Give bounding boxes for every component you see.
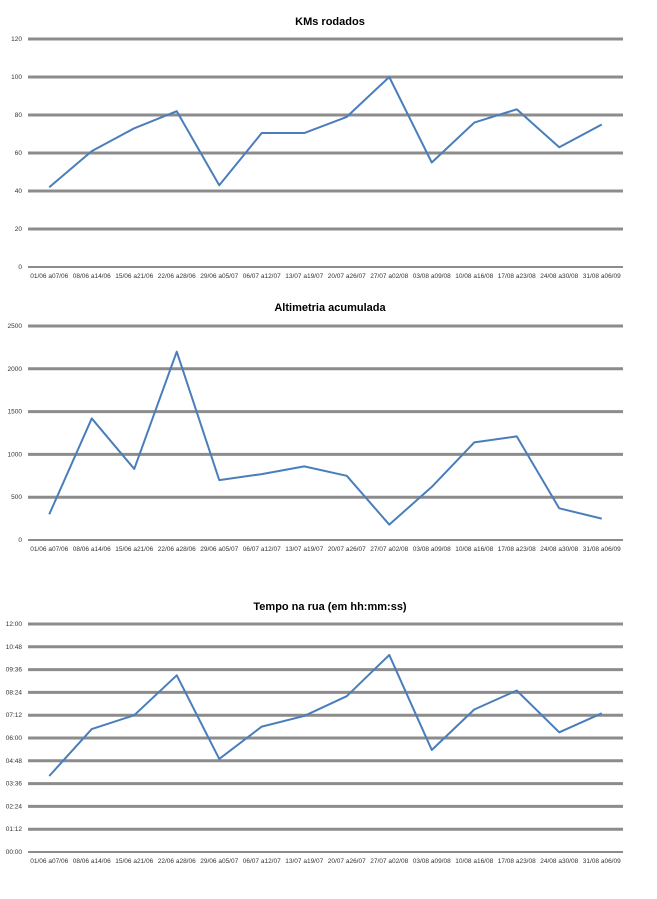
x-tick-label: 20/07 a26/07	[328, 546, 366, 553]
y-tick-label: 120	[11, 36, 22, 43]
x-tick-label: 10/08 a16/08	[455, 546, 493, 553]
y-tick-label: 09:36	[6, 667, 23, 674]
x-tick-label: 29/06 a05/07	[200, 858, 238, 865]
chart-0: KMs rodados 0 20 40 60 80 100 120 01/06 a07/06 08…	[11, 16, 623, 280]
x-tick-label: 08/06 a14/06	[73, 546, 111, 553]
series-line	[48, 76, 603, 188]
y-tick-label: 80	[15, 112, 23, 119]
chart-2: Tempo na rua (em hh:mm:ss) 00:00 01:12 02:2…	[6, 601, 623, 865]
x-tick-label: 03/08 a09/08	[413, 858, 451, 865]
x-tick-label: 06/07 a12/07	[243, 273, 281, 280]
x-tick-label: 15/06 a21/06	[115, 546, 153, 553]
y-tick-label: 08:24	[6, 689, 23, 696]
y-tick-label: 1500	[8, 409, 23, 416]
x-tick-label: 29/06 a05/07	[200, 546, 238, 553]
x-tick-label: 31/08 a06/09	[583, 546, 621, 553]
y-tick-label: 60	[15, 150, 23, 157]
x-tick-label: 01/06 a07/06	[30, 546, 68, 553]
chart-title: Tempo na rua (em hh:mm:ss)	[253, 601, 407, 613]
x-tick-label: 10/08 a16/08	[455, 858, 493, 865]
x-tick-label: 08/06 a14/06	[73, 858, 111, 865]
x-tick-label: 17/08 a23/08	[498, 858, 536, 865]
y-tick-label: 2500	[8, 323, 23, 330]
y-tick-label: 02:24	[6, 803, 23, 810]
x-tick-label: 06/07 a12/07	[243, 858, 281, 865]
x-tick-label: 22/06 a28/06	[158, 273, 196, 280]
x-tick-label: 13/07 a19/07	[285, 858, 323, 865]
x-tick-label: 10/08 a16/08	[455, 273, 493, 280]
y-tick-label: 00:00	[6, 849, 23, 856]
y-tick-label: 04:48	[6, 758, 23, 765]
y-tick-label: 40	[15, 188, 23, 195]
x-tick-label: 27/07 a02/08	[370, 858, 408, 865]
y-tick-label: 1000	[8, 451, 23, 458]
x-tick-label: 03/08 a09/08	[413, 546, 451, 553]
y-tick-label: 500	[11, 494, 22, 501]
x-tick-label: 15/06 a21/06	[115, 858, 153, 865]
x-tick-label: 22/06 a28/06	[158, 858, 196, 865]
chart-1: Altimetria acumulada 0 500 1000 1500 2000 2500…	[8, 302, 623, 553]
y-tick-label: 03:36	[6, 781, 23, 788]
x-tick-label: 15/06 a21/06	[115, 273, 153, 280]
x-tick-label: 17/08 a23/08	[498, 273, 536, 280]
y-tick-label: 12:00	[6, 621, 23, 628]
x-tick-label: 29/06 a05/07	[200, 273, 238, 280]
x-tick-label: 24/08 a30/08	[540, 858, 578, 865]
x-tick-label: 22/06 a28/06	[158, 546, 196, 553]
y-tick-label: 0	[18, 264, 22, 271]
x-tick-label: 31/08 a06/09	[583, 858, 621, 865]
x-tick-label: 27/07 a02/08	[370, 273, 408, 280]
y-tick-label: 100	[11, 74, 22, 81]
y-tick-label: 06:00	[6, 735, 23, 742]
y-tick-label: 01:12	[6, 826, 23, 833]
series-line	[48, 653, 603, 777]
x-tick-label: 13/07 a19/07	[285, 546, 323, 553]
x-tick-label: 01/06 a07/06	[30, 273, 68, 280]
y-tick-label: 20	[15, 226, 23, 233]
x-tick-label: 24/08 a30/08	[540, 546, 578, 553]
x-tick-label: 27/07 a02/08	[370, 546, 408, 553]
series-line	[48, 350, 602, 526]
y-tick-label: 0	[18, 537, 22, 544]
chart-title: KMs rodados	[295, 16, 365, 28]
x-tick-label: 24/08 a30/08	[540, 273, 578, 280]
y-tick-label: 2000	[8, 366, 23, 373]
x-tick-label: 03/08 a09/08	[413, 273, 451, 280]
x-tick-label: 13/07 a19/07	[285, 273, 323, 280]
x-tick-label: 08/06 a14/06	[73, 273, 111, 280]
x-tick-label: 06/07 a12/07	[243, 546, 281, 553]
x-tick-label: 20/07 a26/07	[328, 273, 366, 280]
y-tick-label: 07:12	[6, 712, 23, 719]
x-tick-label: 20/07 a26/07	[328, 858, 366, 865]
y-tick-label: 10:48	[6, 644, 23, 651]
chart-title: Altimetria acumulada	[274, 302, 386, 314]
x-tick-label: 31/08 a06/09	[583, 273, 621, 280]
x-tick-label: 01/06 a07/06	[30, 858, 68, 865]
x-tick-label: 17/08 a23/08	[498, 546, 536, 553]
